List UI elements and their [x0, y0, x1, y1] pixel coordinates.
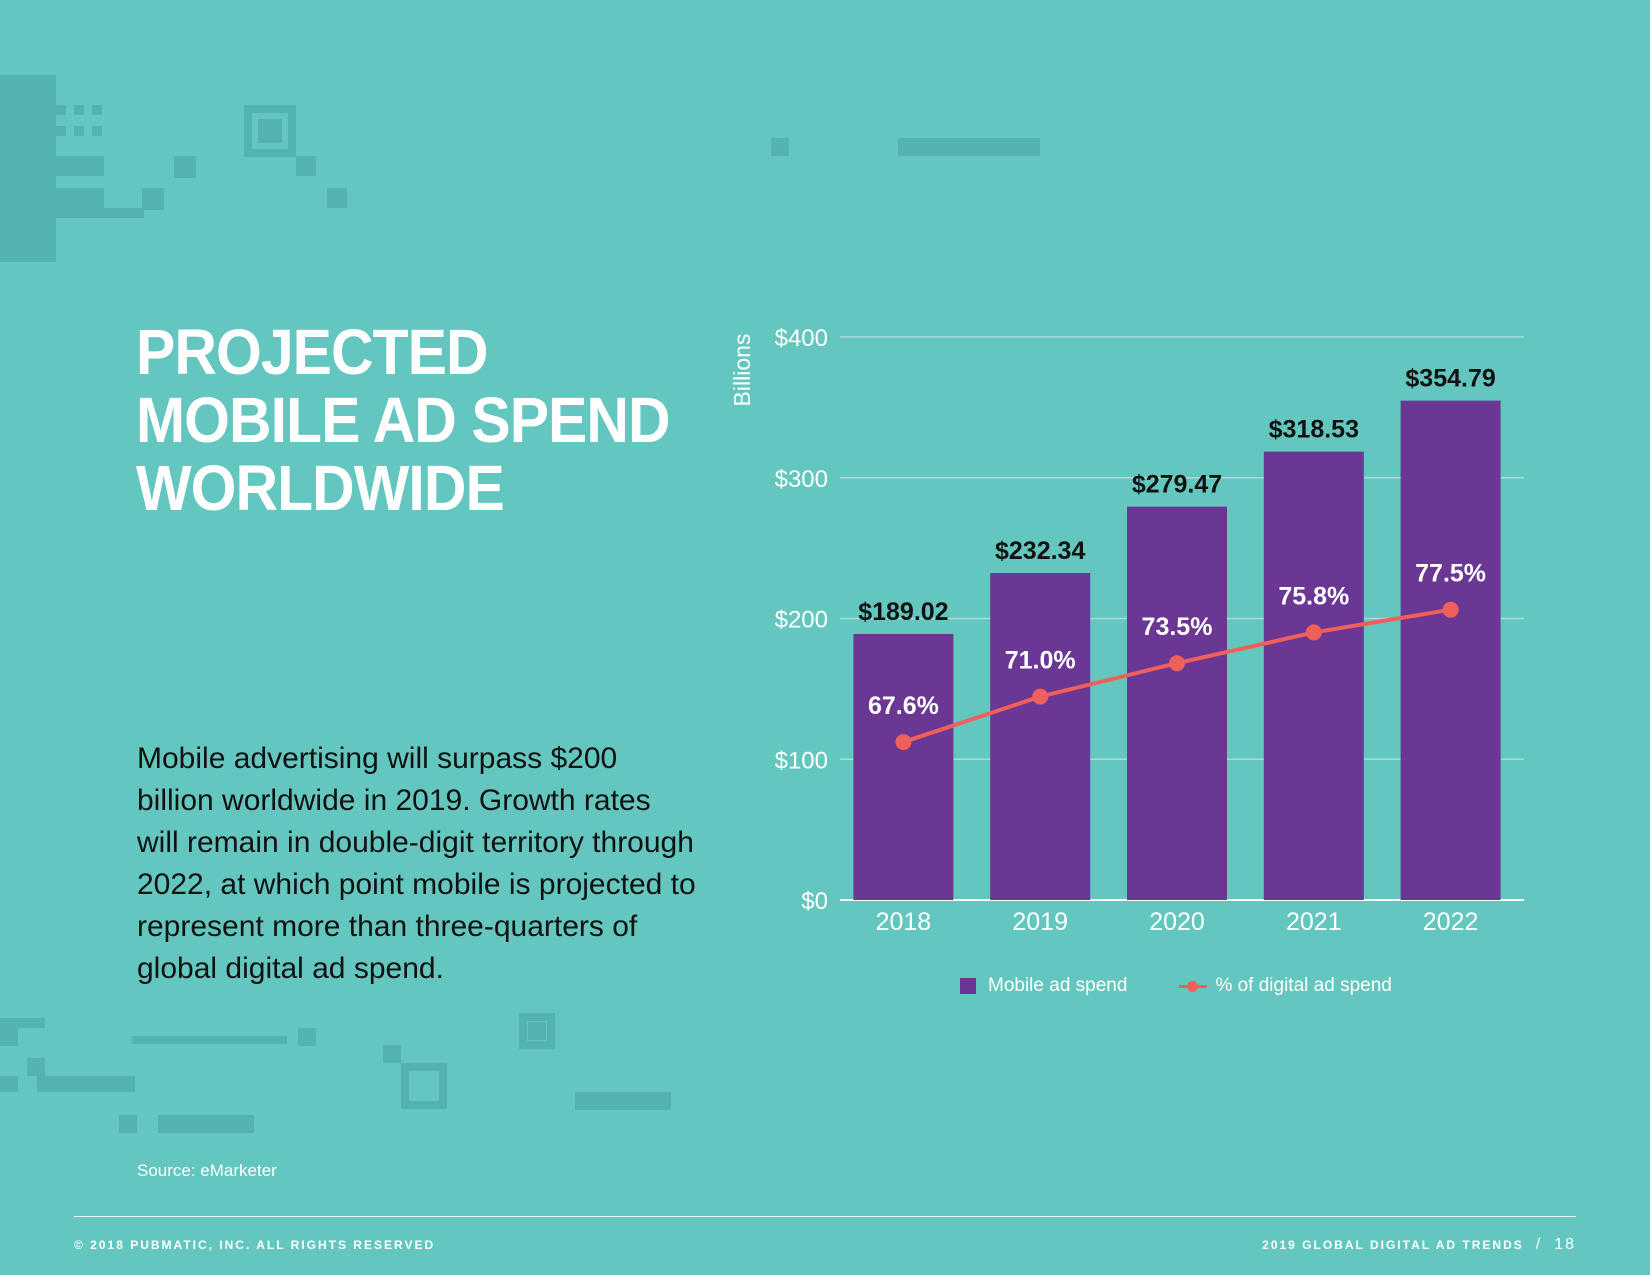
decor-block	[56, 208, 144, 218]
percent-label: 71.0%	[1005, 647, 1076, 675]
decor-block	[898, 138, 1040, 156]
x-tick-label: 2019	[1012, 908, 1068, 936]
bar	[990, 572, 1091, 900]
legend-line-swatch	[1179, 978, 1208, 994]
footer-copyright: © 2018 PUBMATIC, INC. ALL RIGHTS RESERVE…	[74, 1238, 436, 1252]
x-tick-label: 2021	[1286, 908, 1342, 936]
decor-block	[56, 105, 66, 115]
title-line-3: WORLDWIDE	[136, 452, 505, 524]
x-tick-label: 2022	[1423, 908, 1479, 936]
y-axis-label: Billions	[729, 334, 755, 407]
decor-block	[92, 105, 102, 115]
y-tick-label: $300	[775, 466, 828, 493]
bar	[1400, 400, 1501, 900]
decor-block	[528, 1022, 546, 1040]
decor-block	[0, 75, 56, 262]
footer-report: 2019 GLOBAL DIGITAL AD TRENDS / 18	[1262, 1236, 1576, 1254]
decor-block	[37, 1076, 135, 1092]
decor-block	[119, 1115, 137, 1133]
decor-block	[92, 126, 102, 136]
decor-block	[0, 1028, 18, 1046]
decor-block	[258, 119, 282, 143]
title-line-1: PROJECTED	[136, 316, 489, 388]
decor-block	[27, 1058, 45, 1076]
chart-legend: Mobile ad spend % of digital ad spend	[960, 975, 1444, 997]
source-note: Source: eMarketer	[137, 1161, 277, 1180]
footer-divider	[74, 1216, 1576, 1217]
title-line-2: MOBILE AD SPEND	[136, 384, 671, 456]
percent-point	[895, 734, 912, 751]
decor-ring	[519, 1013, 555, 1049]
decor-block	[56, 156, 104, 176]
decor-block	[383, 1045, 401, 1063]
decor-block	[575, 1092, 671, 1110]
legend-item-line: % of digital ad spend	[1179, 975, 1392, 997]
decor-block	[0, 1076, 18, 1092]
bar	[853, 633, 954, 900]
bar-value-label: $232.34	[995, 537, 1085, 565]
decor-block	[132, 1036, 287, 1044]
legend-line-label: % of digital ad spend	[1215, 975, 1392, 996]
decor-ring	[244, 105, 296, 157]
percent-label: 73.5%	[1142, 613, 1213, 641]
percent-point	[1032, 688, 1049, 705]
percent-label: 75.8%	[1278, 582, 1349, 610]
decor-block	[56, 188, 104, 208]
decor-block	[56, 126, 66, 136]
percent-label: 77.5%	[1415, 560, 1486, 588]
bar-value-label: $189.02	[858, 598, 948, 626]
decor-block	[74, 105, 84, 115]
percent-point	[1305, 624, 1322, 641]
bar	[1263, 451, 1364, 900]
decor-block	[0, 1018, 45, 1028]
legend-bar-label: Mobile ad spend	[988, 975, 1128, 996]
percent-label: 67.6%	[868, 692, 939, 720]
decor-block	[296, 156, 316, 176]
footer-report-title: 2019 GLOBAL DIGITAL AD TRENDS	[1262, 1238, 1524, 1252]
decor-block	[327, 188, 347, 208]
decor-block	[142, 188, 164, 210]
y-tick-label: $100	[775, 747, 828, 774]
decor-block	[158, 1115, 254, 1133]
percent-point	[1169, 655, 1185, 672]
body-paragraph: Mobile advertising will surpass $200 bil…	[137, 742, 696, 985]
bar-value-label: $354.79	[1405, 365, 1495, 393]
page-number: 18	[1554, 1236, 1576, 1253]
percent-point	[1442, 601, 1459, 618]
decor-ring	[401, 1063, 447, 1109]
legend-item-bar: Mobile ad spend	[960, 975, 1127, 997]
bar-value-label: $318.53	[1269, 416, 1359, 444]
y-tick-label: $400	[775, 325, 828, 352]
y-tick-label: $200	[775, 607, 828, 634]
x-tick-label: 2018	[876, 908, 932, 936]
decor-block	[298, 1028, 316, 1046]
page-title: PROJECTED MOBILE AD SPEND WORLDWIDE	[136, 316, 671, 524]
legend-bar-swatch	[960, 978, 976, 994]
decor-block	[74, 126, 84, 136]
x-tick-label: 2020	[1149, 908, 1205, 936]
bar	[1127, 506, 1227, 900]
decor-block	[174, 156, 196, 178]
y-tick-label: $0	[801, 888, 828, 915]
bar-value-label: $279.47	[1132, 471, 1222, 499]
footer-separator: /	[1535, 1236, 1543, 1253]
decor-block	[771, 138, 789, 156]
